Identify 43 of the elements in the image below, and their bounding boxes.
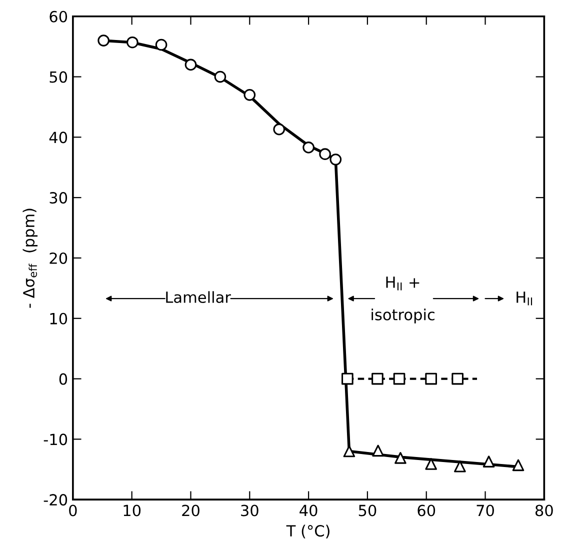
y-tick-label: -20 (44, 494, 68, 506)
y-tick-label: 10 (50, 312, 68, 324)
point (126, 36, 138, 48)
y-tick-label: 0 (59, 373, 68, 385)
x-tick-label: 20 (182, 504, 200, 516)
point (425, 372, 437, 385)
y-tick-label: 30 (50, 192, 68, 204)
annotation: isotropic (372, 308, 434, 324)
x-tick-label: 80 (535, 504, 553, 516)
y-tick-label: 50 (50, 71, 68, 83)
annotation: Lamellar (166, 291, 231, 304)
point (330, 154, 342, 166)
point (184, 58, 197, 71)
point (372, 444, 384, 457)
point (244, 88, 256, 101)
point (482, 456, 495, 468)
x-tick-label: 70 (476, 504, 494, 516)
point (372, 372, 384, 385)
y-tick-label: 20 (50, 252, 68, 264)
point (342, 372, 354, 385)
y-tick-label: -10 (44, 434, 68, 446)
x-tick-label: 10 (124, 504, 141, 516)
point (452, 372, 464, 385)
point (343, 445, 356, 458)
point (155, 38, 168, 51)
y-axis-title: - Δσ$_{eff}$ (ppm) (22, 208, 38, 308)
point (512, 459, 524, 472)
y-tick-label: 60 (50, 10, 68, 22)
point (302, 142, 314, 154)
point (214, 70, 226, 83)
x-tick-label: 60 (418, 504, 436, 516)
point (319, 148, 331, 160)
point (394, 452, 406, 464)
point (98, 34, 110, 46)
x-tick-label: 40 (300, 504, 318, 516)
point (393, 372, 406, 385)
x-axis-title: T (°C) (286, 524, 330, 538)
x-tick-label: 0 (69, 504, 77, 516)
annotation: H$_{II}$ + (386, 276, 420, 290)
x-tick-label: 30 (241, 504, 258, 516)
y-tick-label: 40 (49, 132, 68, 144)
annotation: H$_{II}$ (516, 292, 532, 306)
x-tick-label: 50 (358, 504, 376, 516)
